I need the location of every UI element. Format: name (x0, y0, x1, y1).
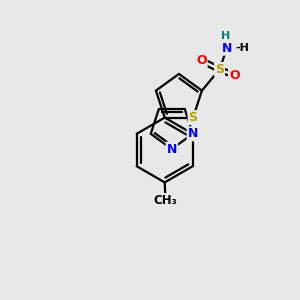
Text: S: S (189, 111, 198, 124)
Text: O: O (229, 69, 240, 82)
Text: CH₃: CH₃ (153, 194, 177, 207)
Text: N: N (222, 42, 232, 55)
Text: S: S (215, 63, 224, 76)
Text: -H: -H (235, 43, 249, 52)
Text: H: H (221, 32, 230, 41)
Text: N: N (188, 127, 198, 140)
Text: O: O (196, 54, 207, 67)
Text: N: N (167, 142, 177, 156)
